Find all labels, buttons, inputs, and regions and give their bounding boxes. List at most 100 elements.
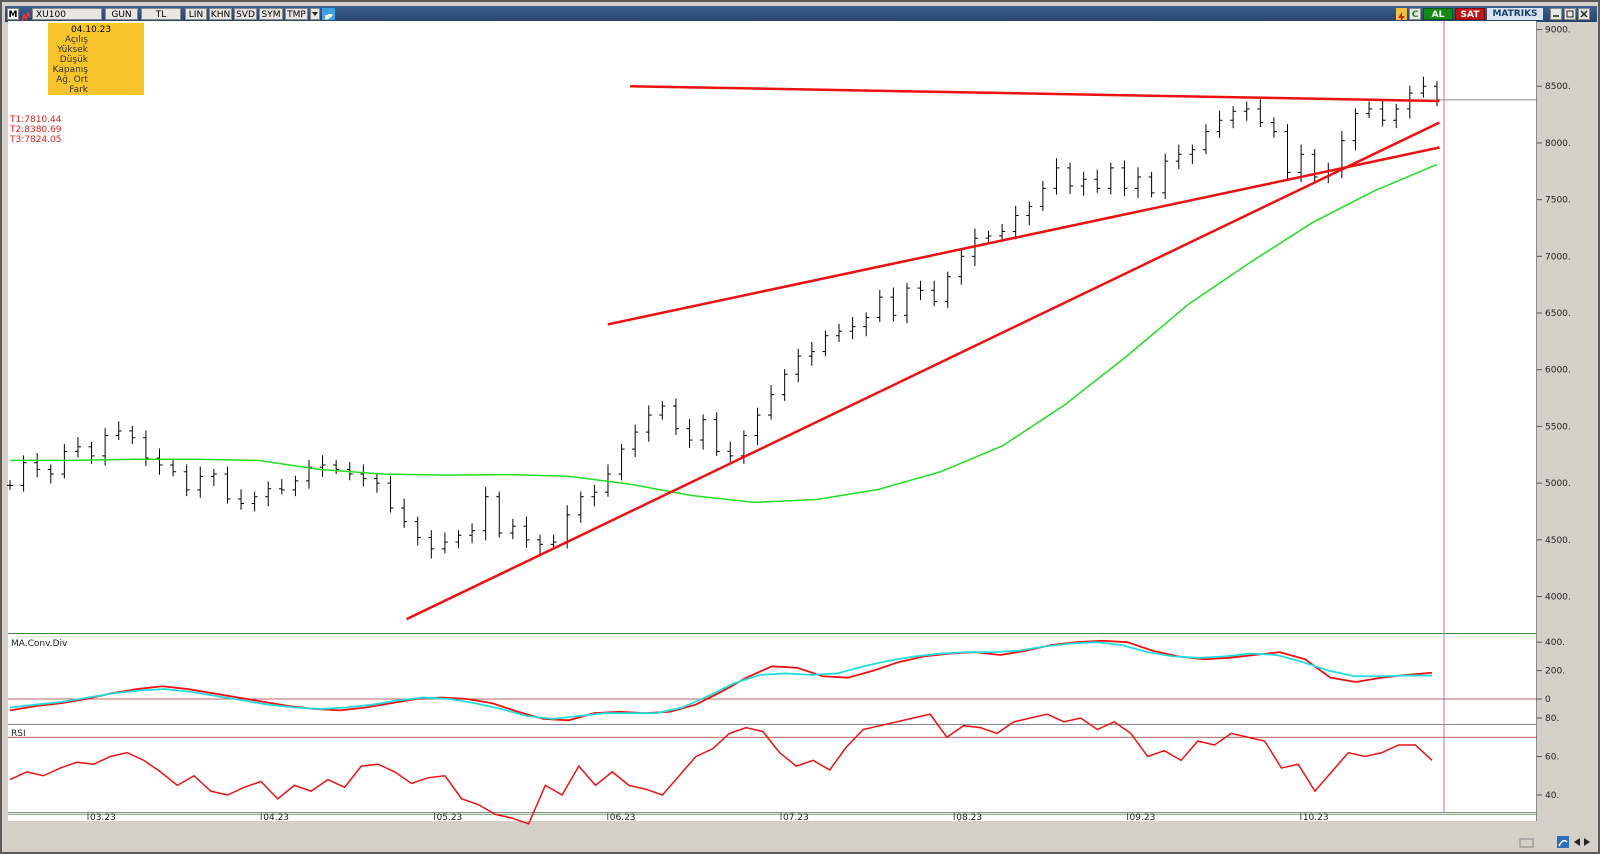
price-bar (47, 464, 54, 484)
price-bar (170, 459, 177, 477)
price-bar (1311, 149, 1318, 182)
rsi-axis-label: 80. (1545, 714, 1559, 724)
price-bar (1270, 117, 1277, 138)
price-bar (958, 248, 965, 285)
price-axis-label: 9000. (1545, 26, 1571, 36)
time-axis-label: 05.23 (437, 813, 463, 823)
lightning-icon[interactable] (1396, 8, 1407, 22)
price-bar (1406, 85, 1413, 119)
price-bar (1420, 76, 1427, 98)
chart-type-icon[interactable] (21, 8, 31, 22)
toolbar: M XU100 GUN TL LIN KHN SVD SYM TMP C AL … (5, 6, 1597, 22)
price-bar (20, 455, 27, 492)
price-bar (999, 224, 1006, 243)
price-bar (360, 464, 367, 487)
info-avg-label: Ağ. Ort (56, 75, 88, 85)
rsi-title: RSI (11, 729, 26, 739)
price-bar (523, 516, 530, 548)
tmp-button[interactable]: TMP (285, 8, 308, 20)
price-bar (238, 489, 245, 510)
price-bar (509, 518, 516, 540)
price-bar (1012, 205, 1019, 240)
price-bar (1175, 144, 1182, 170)
price-bar (115, 421, 122, 441)
price-bar (428, 530, 435, 559)
price-bar (1243, 101, 1250, 121)
price-bar (333, 459, 340, 475)
price-axis-label: 6500. (1545, 309, 1571, 319)
scroll-left-icon[interactable] (1574, 838, 1580, 846)
price-bar (686, 419, 693, 448)
symbol-field[interactable]: XU100 (32, 8, 102, 20)
price-bar (985, 230, 992, 243)
price-bar (727, 441, 734, 463)
rsi-line (9, 713, 1433, 825)
time-axis-label: 04.23 (263, 813, 289, 823)
khn-button[interactable]: KHN (209, 8, 232, 20)
horizontal-scrollbar[interactable] (1519, 838, 1534, 848)
price-bar (1053, 158, 1060, 195)
macd-signal-line (9, 641, 1432, 720)
price-bar (754, 407, 761, 446)
price-bar (1121, 160, 1128, 197)
price-bar (1366, 101, 1373, 118)
price-bar (917, 280, 924, 300)
price-bar (659, 400, 666, 420)
info-low-label: Düşük (60, 55, 89, 65)
price-bar (836, 323, 843, 342)
price-bar (577, 491, 584, 523)
price-bar (632, 424, 639, 458)
price-bar (129, 425, 136, 444)
twitter-icon[interactable] (322, 8, 335, 20)
price-bar (1284, 124, 1291, 181)
plot-background (8, 21, 1537, 821)
scroll-right-icon[interactable] (1584, 838, 1590, 846)
refresh-button[interactable]: C (1409, 8, 1421, 20)
price-bar (1216, 110, 1223, 138)
trendline-2 (607, 146, 1440, 326)
svd-button[interactable]: SVD (234, 8, 257, 20)
sym-button[interactable]: SYM (259, 8, 283, 20)
minimize-button[interactable] (1550, 8, 1562, 20)
price-bar (210, 468, 217, 486)
price-bar (455, 530, 462, 549)
maximize-button[interactable] (1564, 8, 1576, 20)
price-bar (808, 341, 815, 366)
price-bar (1257, 99, 1264, 128)
price-bar (265, 481, 272, 507)
price-bar (74, 437, 81, 458)
price-bar (292, 475, 299, 497)
price-bar (156, 448, 163, 475)
info-diff-label: Fark (69, 85, 89, 95)
price-bar (700, 414, 707, 450)
price-bar (1393, 103, 1400, 129)
price-bar (1026, 201, 1033, 226)
buy-button[interactable]: AL (1423, 8, 1453, 20)
price-axis-label: 8500. (1545, 82, 1571, 92)
sync-icon[interactable] (1558, 839, 1568, 847)
price-bar (618, 443, 625, 481)
price-bar (537, 534, 544, 554)
scroll-controls[interactable] (1557, 836, 1590, 848)
price-bar (1067, 162, 1074, 194)
dropdown-arrow-icon[interactable] (310, 8, 320, 20)
price-bar (197, 466, 204, 498)
price-bar (604, 464, 611, 497)
price-bar (672, 398, 679, 435)
menu-button[interactable]: M (7, 8, 19, 20)
price-axis-label: 4000. (1545, 593, 1571, 603)
sell-button[interactable]: SAT (1455, 8, 1485, 20)
scale-button[interactable]: LIN (185, 8, 207, 20)
period-button[interactable]: GUN (105, 8, 138, 20)
price-bar (278, 479, 285, 495)
price-bar (469, 523, 476, 544)
price-bar (890, 287, 897, 322)
price-bar (1189, 144, 1196, 164)
close-button[interactable] (1578, 8, 1590, 20)
price-bar (768, 385, 775, 420)
trend-value-1: T1:7810.44 (9, 115, 62, 125)
currency-button[interactable]: TL (141, 8, 181, 20)
price-bar (1094, 169, 1101, 193)
price-bar (1202, 124, 1209, 155)
price-bar (903, 282, 910, 324)
